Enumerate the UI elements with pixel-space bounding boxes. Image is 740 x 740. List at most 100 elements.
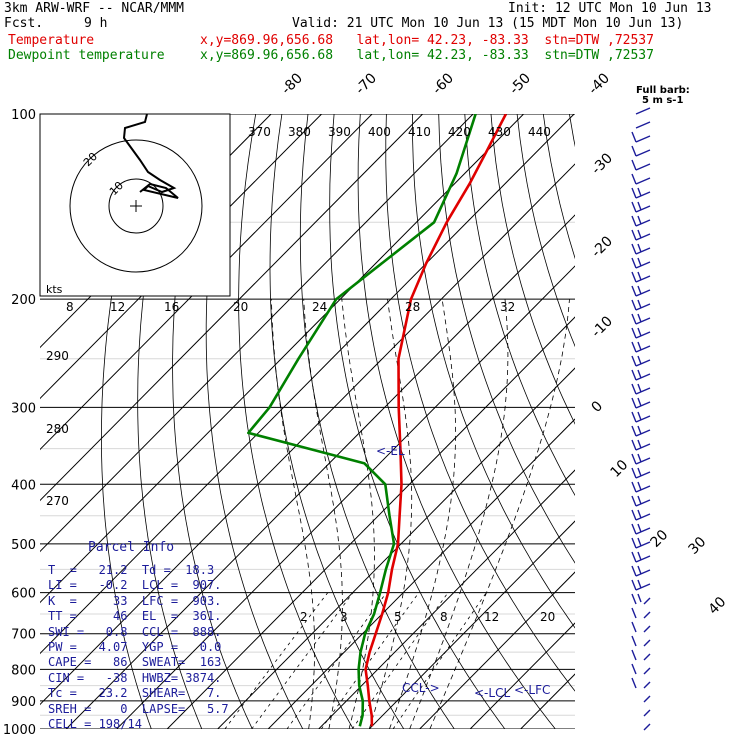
pressure-label-700: 700 — [11, 628, 36, 643]
pressure-label-500: 500 — [11, 538, 36, 553]
wind-barb-staff — [636, 542, 650, 548]
dry-adiabat — [622, 114, 740, 740]
isotherm-label: -40 — [586, 70, 613, 97]
wind-barb-flag — [638, 216, 641, 224]
wind-barb-staff — [636, 360, 650, 366]
dry-adiabat — [491, 114, 740, 740]
wind-barb-staff — [636, 472, 650, 478]
dry-adiabat-label: 280 — [46, 422, 69, 436]
wind-barb-flag — [638, 258, 641, 266]
wind-barb-flag — [632, 510, 636, 520]
wind-barb-staff — [636, 304, 650, 310]
parcel-row: CIN = -38 HWBZ= 3874. — [48, 671, 229, 686]
wind-barb-flag — [632, 174, 636, 184]
wind-barb-staff — [644, 696, 650, 702]
isotherm-label: 30 — [686, 534, 710, 558]
wind-barb-staff — [636, 206, 650, 212]
wind-barb-staff — [644, 724, 650, 730]
wind-barb-staff — [636, 402, 650, 408]
dry-adiabat — [358, 114, 566, 740]
wind-barb-staff — [644, 654, 650, 660]
wind-barb-flag — [638, 188, 641, 196]
wind-barb-staff — [636, 514, 650, 520]
wind-barb-flag — [632, 678, 636, 688]
wind-barb-staff — [636, 374, 650, 380]
isotherm-label: 0 — [589, 398, 607, 416]
wind-barb-staff — [636, 290, 650, 296]
parcel-row: Tc = 23.2 SHEAR= 7. — [48, 686, 229, 701]
wind-barb-flag — [638, 580, 641, 588]
wind-barb-flag — [632, 160, 636, 170]
wind-barb-staff — [636, 388, 650, 394]
wind-barb-staff — [644, 710, 650, 716]
wind-barb-flag — [638, 356, 641, 364]
wind-barb-flag — [638, 482, 641, 490]
parcel-row: T = 21.2 Td = 18.3 — [48, 563, 229, 578]
wind-barb-flag — [632, 286, 636, 296]
hodograph-speed-label: 32 — [500, 300, 515, 314]
dry-adiabat — [517, 114, 740, 740]
wind-barb-staff — [644, 612, 650, 618]
hodograph-units: kts — [46, 283, 63, 296]
pressure-label-800: 800 — [11, 663, 36, 678]
wind-barb-flag — [638, 314, 641, 322]
wind-barb-staff — [636, 276, 650, 282]
wind-barb-staff — [636, 556, 650, 562]
wind-barb-flag — [638, 244, 641, 252]
mixing-ratio-label: 12 — [484, 610, 499, 624]
parcel-row: K = 33 LFC = 903. — [48, 594, 229, 609]
wind-barb-staff — [636, 430, 650, 436]
wind-barb-staff — [636, 500, 650, 506]
wind-barb-staff — [636, 108, 650, 114]
hodograph-speed-label: 16 — [164, 300, 179, 314]
wind-barb-flag — [632, 468, 636, 478]
isotherm — [205, 114, 740, 740]
moist-adiabat — [271, 299, 314, 729]
isotherm-label: -30 — [589, 150, 616, 177]
theta-label: 410 — [408, 125, 431, 139]
dry-adiabat — [569, 114, 740, 740]
isotherm — [255, 114, 740, 740]
pressure-label-200: 200 — [11, 293, 36, 308]
pressure-label-400: 400 — [11, 478, 36, 493]
wind-barb-flag — [632, 398, 636, 408]
wind-barb-flag — [632, 608, 636, 618]
wind-barb-flag — [632, 524, 636, 534]
temperature-trace — [366, 114, 506, 726]
wind-barb-staff — [636, 458, 650, 464]
isotherm-label: -20 — [589, 233, 616, 260]
wind-barb-flag — [632, 566, 636, 576]
isotherm-label: -80 — [279, 70, 306, 97]
parcel-info-title: Parcel Info — [88, 540, 174, 555]
wind-barbs — [632, 108, 650, 730]
isotherm-label: -10 — [589, 313, 616, 340]
theta-label: 380 — [288, 125, 311, 139]
isotherm-label: 20 — [648, 527, 672, 551]
mixing-ratio-label: 5 — [394, 610, 402, 624]
wind-barb-staff — [636, 444, 650, 450]
wind-barb-flag — [632, 482, 636, 492]
isotherm-label: -50 — [507, 70, 534, 97]
dry-adiabat — [648, 114, 740, 740]
wind-barb-staff — [636, 584, 650, 590]
wind-barb-units: 5 m s-1 — [642, 95, 683, 106]
wind-barb-flag — [638, 300, 641, 308]
wind-barb-flag — [638, 286, 641, 294]
wind-barb-flag — [638, 594, 641, 602]
wind-barb-flag — [632, 132, 636, 142]
isotherm-label: 40 — [706, 594, 730, 618]
wind-barb-staff — [644, 668, 650, 674]
wind-barb-staff — [636, 528, 650, 534]
mixing-ratio-line — [225, 593, 328, 729]
hodograph-speed-label: 12 — [110, 300, 125, 314]
wind-barb-staff — [636, 178, 650, 184]
wind-barb-staff — [644, 640, 650, 646]
wind-barb-flag — [632, 496, 636, 506]
moist-adiabat — [410, 299, 508, 729]
wind-barb-flag — [638, 468, 641, 476]
pressure-label-1000: 1000 — [3, 723, 36, 738]
wind-barb-flag — [638, 552, 641, 560]
wind-barb-flag — [632, 426, 636, 436]
wind-barb-staff — [644, 682, 650, 688]
wind-barb-flag — [632, 650, 636, 660]
